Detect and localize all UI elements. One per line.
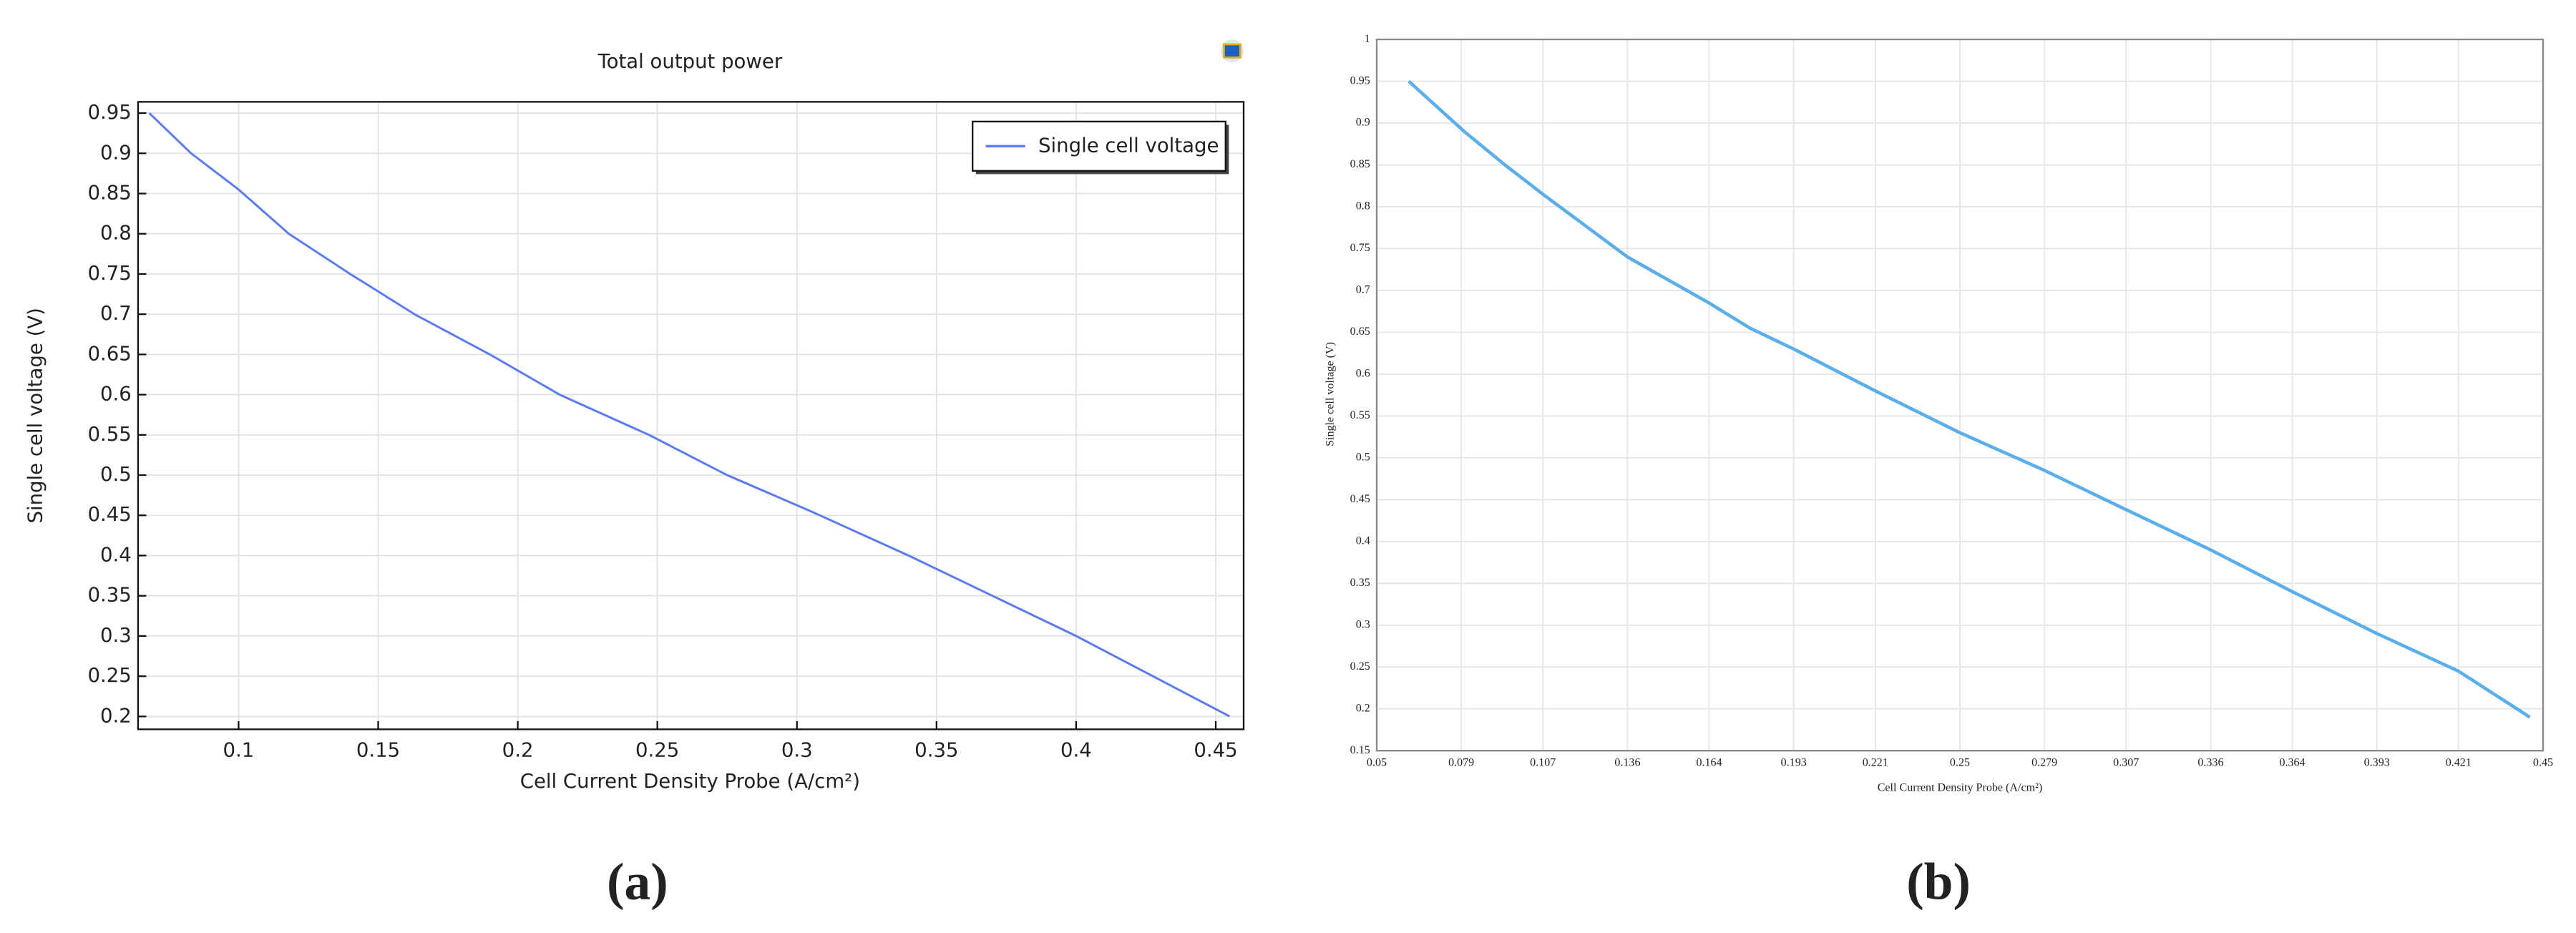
y-tick-label: 0.35 (87, 584, 131, 607)
y-tick-label: 0.3 (100, 624, 132, 647)
x-tick-label: 0.2 (502, 739, 534, 762)
y-tick-label: 0.5 (1356, 451, 1370, 464)
y-tick-label: 0.3 (1356, 618, 1370, 630)
x-tick-label: 0.45 (1194, 739, 1237, 762)
y-tick-label: 0.8 (100, 222, 132, 245)
data-line (1407, 79, 2531, 719)
y-tick-label: 0.6 (100, 383, 132, 406)
y-tick-label: 0.45 (1350, 493, 1370, 505)
x-tick-label: 0.193 (1781, 757, 1807, 769)
y-tick-label: 0.45 (87, 503, 131, 526)
x-tick-label: 0.079 (1448, 757, 1474, 769)
y-tick-label: 0.7 (1356, 284, 1370, 296)
x-tick-label: 0.307 (2113, 757, 2139, 769)
y-axis-label: Single cell voltage (V) (24, 308, 47, 523)
x-tick-label: 0.25 (1950, 757, 1970, 769)
y-tick-label: 0.95 (87, 101, 131, 124)
plot-frame (1375, 38, 2545, 752)
y-tick-label: 0.9 (100, 141, 132, 164)
y-tick-label: 0.25 (1350, 660, 1370, 673)
plot-area (137, 102, 1244, 730)
legend-label: Single cell voltage (1038, 134, 1219, 157)
x-tick-label: 0.1 (223, 739, 255, 762)
x-tick-label: 0.221 (1863, 757, 1888, 769)
x-axis-label: Cell Current Density Probe (A/cm²) (1878, 782, 2043, 794)
y-tick-label: 0.2 (1356, 702, 1370, 714)
y-tick-label: 0.65 (1350, 326, 1370, 338)
x-tick-label: 0.45 (2533, 757, 2553, 769)
y-tick-label: 1 (1365, 33, 1370, 45)
app-icon (1220, 39, 1244, 63)
data-line (148, 112, 1231, 718)
x-tick-label: 0.336 (2197, 757, 2223, 769)
chart-panel: 0.2 0.25 0.3 0.35 0.4 0.45 0.5 0.55 0.6 0.65 0.7 0.… (24, 50, 1245, 911)
x-tick-label: 0.136 (1614, 757, 1640, 769)
y-tick-label: 0.65 (87, 342, 131, 365)
plot-frame (137, 101, 1245, 731)
y-tick-label: 0.55 (1350, 409, 1370, 421)
x-tick-label: 0.4 (1060, 739, 1092, 762)
legend: Single cell voltage (972, 120, 1229, 175)
y-tick-label: 0.7 (100, 302, 132, 325)
y-tick-label: 0.4 (100, 543, 132, 566)
x-tick-label: 0.3 (781, 739, 813, 762)
x-tick-label: 0.164 (1696, 757, 1722, 769)
y-tick-label: 0.9 (1356, 117, 1370, 129)
chart-panel: 0.15 0.2 0.25 0.3 0.35 0.4 0.45 0.5 0.55 0.6 0.65 0… (1324, 33, 2553, 911)
y-axis-label: Single cell voltage (V) (1324, 342, 1336, 446)
y-tick-label: 0.5 (100, 463, 132, 486)
y-tick-label: 0.75 (1350, 242, 1370, 254)
y-tick-label: 0.75 (87, 262, 131, 285)
x-tick-label: 0.421 (2446, 757, 2472, 769)
x-tick-label: 0.15 (356, 739, 400, 762)
y-tick-label: 0.55 (87, 423, 131, 446)
y-tick-label: 0.85 (1350, 158, 1370, 170)
x-tick-label: 0.279 (2031, 757, 2057, 769)
y-tick-label: 0.15 (1350, 744, 1370, 756)
y-tick-label: 0.85 (87, 182, 131, 205)
y-tick-label: 0.4 (1356, 534, 1370, 547)
chart-title: Total output power (597, 50, 782, 73)
y-tick-label: 0.95 (1350, 74, 1370, 87)
y-tick-label: 0.6 (1356, 368, 1370, 380)
y-tick-label: 0.8 (1356, 200, 1370, 213)
x-tick-label: 0.05 (1367, 757, 1387, 769)
x-tick-label: 0.25 (635, 739, 679, 762)
y-tick-label: 0.35 (1350, 577, 1370, 589)
x-tick-label: 0.107 (1530, 757, 1556, 769)
x-tick-label: 0.393 (2364, 757, 2390, 769)
x-axis-label: Cell Current Density Probe (A/cm²) (520, 770, 860, 793)
panel-caption: (a) (607, 853, 668, 911)
y-tick-label: 0.2 (100, 704, 132, 727)
panel-caption: (b) (1906, 853, 1971, 911)
x-tick-label: 0.35 (914, 739, 958, 762)
y-tick-label: 0.25 (87, 664, 131, 687)
x-tick-label: 0.364 (2279, 757, 2305, 769)
